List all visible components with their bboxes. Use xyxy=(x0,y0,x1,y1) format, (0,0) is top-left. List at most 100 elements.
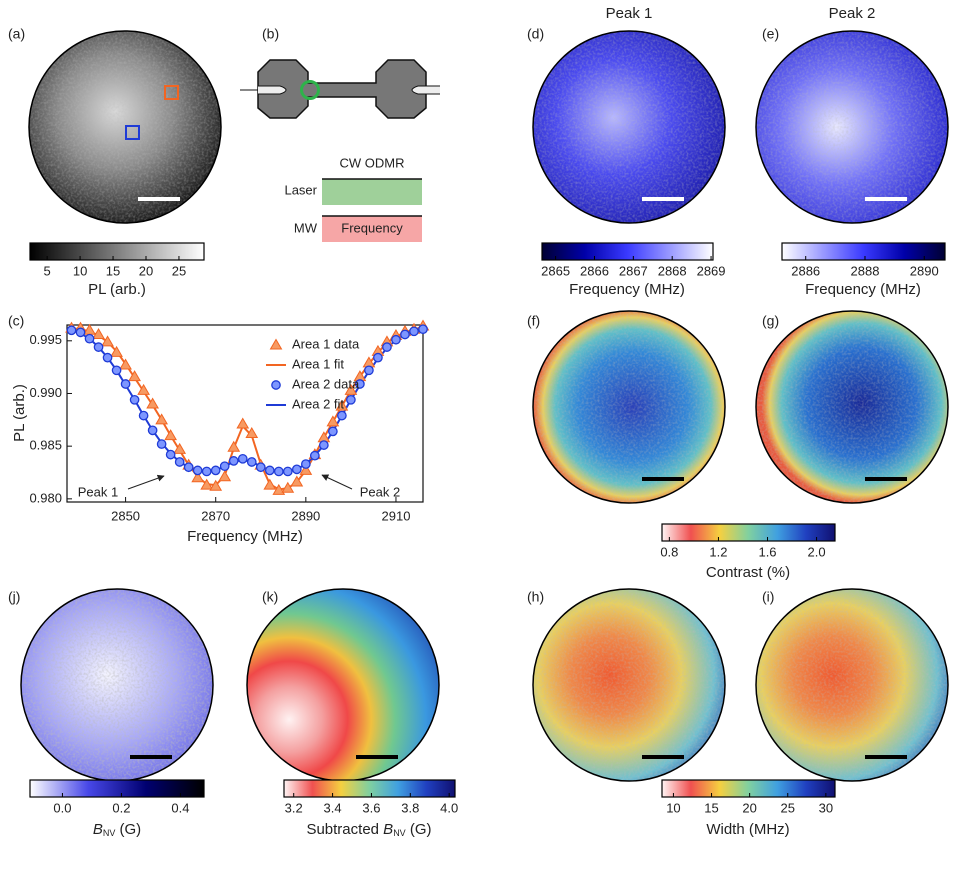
data-point xyxy=(92,327,105,339)
data-point xyxy=(281,481,295,493)
colorbar-tick-label: 0.4 xyxy=(171,800,189,815)
column-title: Peak 2 xyxy=(829,5,876,22)
colorbar xyxy=(661,523,836,542)
colorbar xyxy=(29,779,205,798)
data-point xyxy=(201,466,212,477)
area-2-box xyxy=(125,125,140,140)
colorbar-tick-label: 2866 xyxy=(580,263,609,278)
annotation-arrow xyxy=(127,474,165,490)
panel-label: (k) xyxy=(262,589,278,605)
column-title: Peak 1 xyxy=(606,5,653,22)
colorbar-label: BNV (G) xyxy=(93,821,141,838)
label-subscript: NV xyxy=(103,828,116,838)
colorbar-tick-label: 2869 xyxy=(697,263,726,278)
label-part: B xyxy=(383,821,393,838)
data-point xyxy=(328,426,338,437)
annotation-arrow xyxy=(321,474,353,490)
data-point xyxy=(355,379,365,389)
colorbar-label: Contrast (%) xyxy=(706,564,790,581)
data-point xyxy=(200,478,214,490)
colorbar-tick-label: 2888 xyxy=(851,263,880,278)
image-texture xyxy=(21,589,213,781)
data-point xyxy=(75,327,86,338)
legend-swatch xyxy=(271,380,281,390)
colorbar-tick-label: 5 xyxy=(44,263,51,278)
data-point xyxy=(137,383,150,395)
data-point xyxy=(236,417,250,429)
data-point xyxy=(210,465,221,476)
colorbar-tick-label: 20 xyxy=(139,263,153,278)
data-point xyxy=(156,439,167,449)
colorbar-tick-label: 3.4 xyxy=(324,800,342,815)
plot-frame xyxy=(66,324,424,503)
x-tick-label: 2890 xyxy=(291,508,320,523)
data-point xyxy=(335,399,349,411)
colorbar xyxy=(781,242,946,261)
colorbar-label: PL (arb.) xyxy=(88,281,146,298)
panel-label: (h) xyxy=(527,589,544,605)
annotation: Peak 2 xyxy=(360,484,400,499)
data-point xyxy=(346,394,356,405)
data-point xyxy=(391,334,401,345)
colorbar-tick-label: 2886 xyxy=(791,263,820,278)
fit-line xyxy=(71,328,424,473)
legend-entry: Area 1 data xyxy=(292,336,360,351)
image-disk xyxy=(247,589,439,781)
colorbar-label: Frequency (MHz) xyxy=(569,281,685,298)
data-point xyxy=(66,325,77,336)
data-point xyxy=(110,345,123,357)
data-point xyxy=(101,335,114,347)
data-point xyxy=(138,410,149,421)
colorbar-label: Frequency (MHz) xyxy=(805,281,921,298)
colorbar-label: Width (MHz) xyxy=(706,821,789,838)
colorbar-tick-label: 1.2 xyxy=(709,544,727,559)
data-point xyxy=(173,442,187,454)
colorbar-tick-label: 3.2 xyxy=(285,800,303,815)
data-point xyxy=(246,457,257,467)
panel-label: (d) xyxy=(527,26,544,42)
data-point xyxy=(84,333,95,344)
data-point xyxy=(102,352,113,363)
legend-swatch xyxy=(269,338,283,350)
colorbar-tick-label: 0.0 xyxy=(53,800,71,815)
image-border xyxy=(755,588,949,782)
mw-label: Frequency xyxy=(341,220,403,235)
data-point xyxy=(299,463,313,475)
legend-entry: Area 2 fit xyxy=(292,396,344,411)
panel-label: (b) xyxy=(262,26,279,42)
area-1-box xyxy=(164,85,179,100)
images xyxy=(20,30,949,782)
colorbar-tick-label: 2868 xyxy=(658,263,687,278)
label-part: (G) xyxy=(115,821,141,838)
data-point xyxy=(237,453,248,464)
colorbar-label: Subtracted BNV (G) xyxy=(306,821,431,838)
data-point xyxy=(228,456,239,466)
x-tick-label: 2910 xyxy=(382,508,411,523)
data-point xyxy=(119,358,132,370)
y-tick-label: 0.980 xyxy=(29,490,62,505)
image-border xyxy=(28,30,222,224)
data-point xyxy=(111,365,122,376)
odmr-chart: Frequency (MHz) PL (arb.) Peak 1 Peak 2 … xyxy=(11,319,430,545)
colorbar-tick-label: 0.8 xyxy=(660,544,678,559)
colorbar-tick-label: 15 xyxy=(106,263,120,278)
data-point xyxy=(164,429,178,441)
colorbar-tick-label: 2890 xyxy=(910,263,939,278)
panel-label: (f) xyxy=(527,313,540,329)
y-tick-label: 0.990 xyxy=(29,385,62,400)
image-border xyxy=(755,310,949,504)
x-tick-label: 2850 xyxy=(111,508,140,523)
image-border xyxy=(755,30,949,224)
y-tick-label: 0.995 xyxy=(29,332,62,347)
colorbar xyxy=(283,779,456,798)
image-texture xyxy=(756,31,948,223)
mw-pulse xyxy=(322,216,422,242)
data-point xyxy=(300,459,311,469)
data-point xyxy=(344,383,358,395)
colorbar-tick-label: 25 xyxy=(781,800,795,815)
legend-entry: Area 2 data xyxy=(292,376,360,391)
image-border xyxy=(532,588,726,782)
panel-label: (g) xyxy=(762,313,779,329)
annotation: Peak 1 xyxy=(78,484,118,499)
data-point xyxy=(174,457,185,467)
